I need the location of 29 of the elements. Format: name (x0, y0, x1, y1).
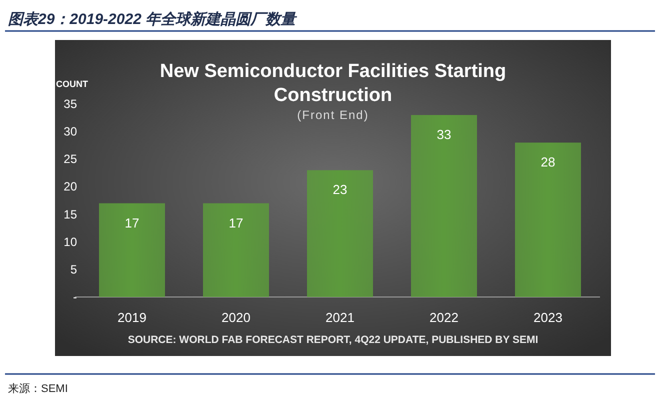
x-tick-label: 2021 (326, 310, 354, 325)
y-tick-label: 5 (70, 262, 78, 276)
bar (203, 203, 269, 297)
x-tick-label: 2022 (430, 310, 458, 325)
y-tick-label: 30 (64, 124, 78, 139)
data-label: 28 (540, 154, 556, 170)
x-tick-label: 2023 (534, 310, 562, 325)
text: 图表29：2019-2022 年全球新建晶圆厂数量 (8, 10, 298, 28)
data-label: 23 (332, 182, 348, 198)
bar (411, 115, 477, 297)
y-tick-label: 20 (64, 180, 78, 194)
y-tick-label: 35 (64, 97, 78, 111)
data-label: 33 (436, 127, 452, 142)
bar (99, 203, 165, 297)
y-axis-title: COUNT (56, 79, 88, 89)
y-tick-label: - (73, 290, 77, 304)
data-label: 17 (228, 215, 244, 230)
y-tick-label: 25 (64, 152, 78, 166)
y-tick-label: 15 (64, 207, 78, 222)
x-tick-label: 2019 (118, 310, 146, 325)
x-tick-label: 2020 (222, 310, 250, 325)
chart-subtitle: (Front End) (297, 108, 369, 122)
y-tick-label: 10 (64, 234, 78, 249)
chart-title: New Semiconductor Facilities Starting Construction (160, 61, 506, 106)
bar (515, 142, 581, 297)
data-label: 17 (124, 215, 140, 230)
source-note: SOURCE: WORLD FAB FORECAST REPORT, 4Q22 UPDATE, PUBLISHED BY SEMI (128, 334, 538, 346)
bar (307, 170, 373, 297)
source-note: 来源：SEMI (8, 382, 68, 395)
